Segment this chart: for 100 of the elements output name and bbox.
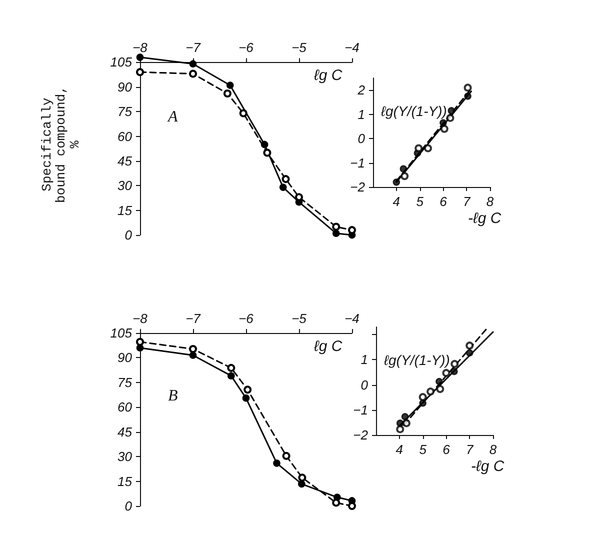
x-tick-label: 4 <box>396 442 404 457</box>
point <box>136 338 144 346</box>
point <box>446 114 454 122</box>
point <box>392 178 400 186</box>
point <box>226 82 234 89</box>
point <box>332 498 340 507</box>
point <box>396 425 404 434</box>
y-tick-label: −1 <box>353 402 368 418</box>
point <box>436 385 444 394</box>
point <box>279 184 287 191</box>
point <box>227 364 236 372</box>
point <box>442 368 450 377</box>
y-axis-title: Specifically bound compound, % <box>40 86 82 204</box>
x-tick-label: −4 <box>344 311 360 326</box>
point <box>400 172 409 180</box>
point <box>242 394 250 402</box>
point <box>450 360 459 368</box>
y-tick-label: 75 <box>118 374 133 390</box>
point <box>448 107 456 114</box>
x-tick-label: 8 <box>486 194 494 209</box>
y-tick-label: 105 <box>110 326 133 340</box>
y-tick-label: 0 <box>124 228 133 242</box>
annotation: B <box>168 388 178 404</box>
y-tick-label: −2 <box>353 428 369 442</box>
point <box>414 144 423 152</box>
y-tick-label: 30 <box>118 178 133 194</box>
x-axis-title: -ℓg C <box>468 210 502 227</box>
y-tick-label: 0 <box>124 498 133 514</box>
point <box>239 109 248 118</box>
x-tick-label: 7 <box>462 194 471 209</box>
y-tick-label: 90 <box>118 79 133 94</box>
point <box>282 175 290 184</box>
x-tick-label: −4 <box>344 40 360 56</box>
point <box>260 140 268 148</box>
point <box>189 352 197 359</box>
y-tick-label: −1 <box>350 155 365 170</box>
point <box>189 344 197 353</box>
point <box>464 84 472 92</box>
point <box>136 68 144 76</box>
point <box>424 144 432 152</box>
point <box>223 89 232 98</box>
point <box>348 502 356 510</box>
point <box>332 222 340 231</box>
y-tick-label: 0 <box>358 131 366 146</box>
x-tick-label: 8 <box>489 442 498 457</box>
point <box>436 378 443 386</box>
y-tick-label: 30 <box>118 449 133 464</box>
annotation: A <box>167 108 178 126</box>
y-tick-label: 90 <box>118 350 133 366</box>
x-tick-label: 4 <box>392 194 400 209</box>
x-tick-label: −6 <box>238 311 254 326</box>
y-tick-label: 75 <box>118 104 133 120</box>
point <box>189 70 197 78</box>
x-tick-label: 7 <box>466 442 474 457</box>
y-tick-label: 105 <box>110 54 133 70</box>
x-tick-label: −6 <box>238 40 254 56</box>
y-tick-label: 45 <box>118 424 133 440</box>
x-tick-label: −7 <box>186 311 202 326</box>
y-tick-label: 15 <box>118 474 133 489</box>
point <box>332 230 340 238</box>
point <box>440 124 448 133</box>
point <box>298 474 306 482</box>
y-tick-label: 15 <box>118 202 133 218</box>
point <box>273 460 280 467</box>
y-axis-title: ℓg(Y/(1-Y)) <box>380 103 447 119</box>
x-axis-title: -ℓg C <box>471 458 504 475</box>
point <box>282 452 290 460</box>
x-tick-label: −7 <box>186 40 202 56</box>
point <box>189 60 197 68</box>
point <box>426 388 435 396</box>
x-axis-title: ℓg C <box>313 67 342 84</box>
y-tick-label: 0 <box>360 377 369 392</box>
x-tick-label: −5 <box>292 40 308 56</box>
x-tick-label: 5 <box>419 442 428 457</box>
x-tick-label: −8 <box>132 311 148 326</box>
point <box>244 386 252 394</box>
x-tick-label: −8 <box>132 40 148 56</box>
x-axis-title: ℓg C <box>313 338 342 355</box>
point <box>400 165 408 172</box>
x-tick-label: −5 <box>292 311 308 326</box>
point <box>402 419 410 428</box>
x-tick-label: 5 <box>416 194 424 209</box>
point <box>440 119 447 126</box>
x-tick-label: 6 <box>440 194 448 209</box>
point <box>401 413 409 420</box>
point <box>418 393 427 402</box>
y-tick-label: 60 <box>118 400 133 415</box>
point <box>263 148 272 157</box>
y-tick-label: 1 <box>358 106 365 122</box>
x-tick-label: 6 <box>442 442 451 457</box>
point <box>419 399 426 407</box>
point <box>466 349 474 357</box>
y-tick-label: 45 <box>118 153 133 168</box>
y-tick-label: −2 <box>350 180 366 194</box>
y-tick-label: 1 <box>360 352 368 368</box>
point <box>450 368 458 376</box>
point <box>298 480 306 488</box>
y-axis-title: ℓg(Y/(1-Y)) <box>383 352 450 368</box>
y-tick-label: 60 <box>118 128 133 144</box>
point <box>464 92 472 100</box>
